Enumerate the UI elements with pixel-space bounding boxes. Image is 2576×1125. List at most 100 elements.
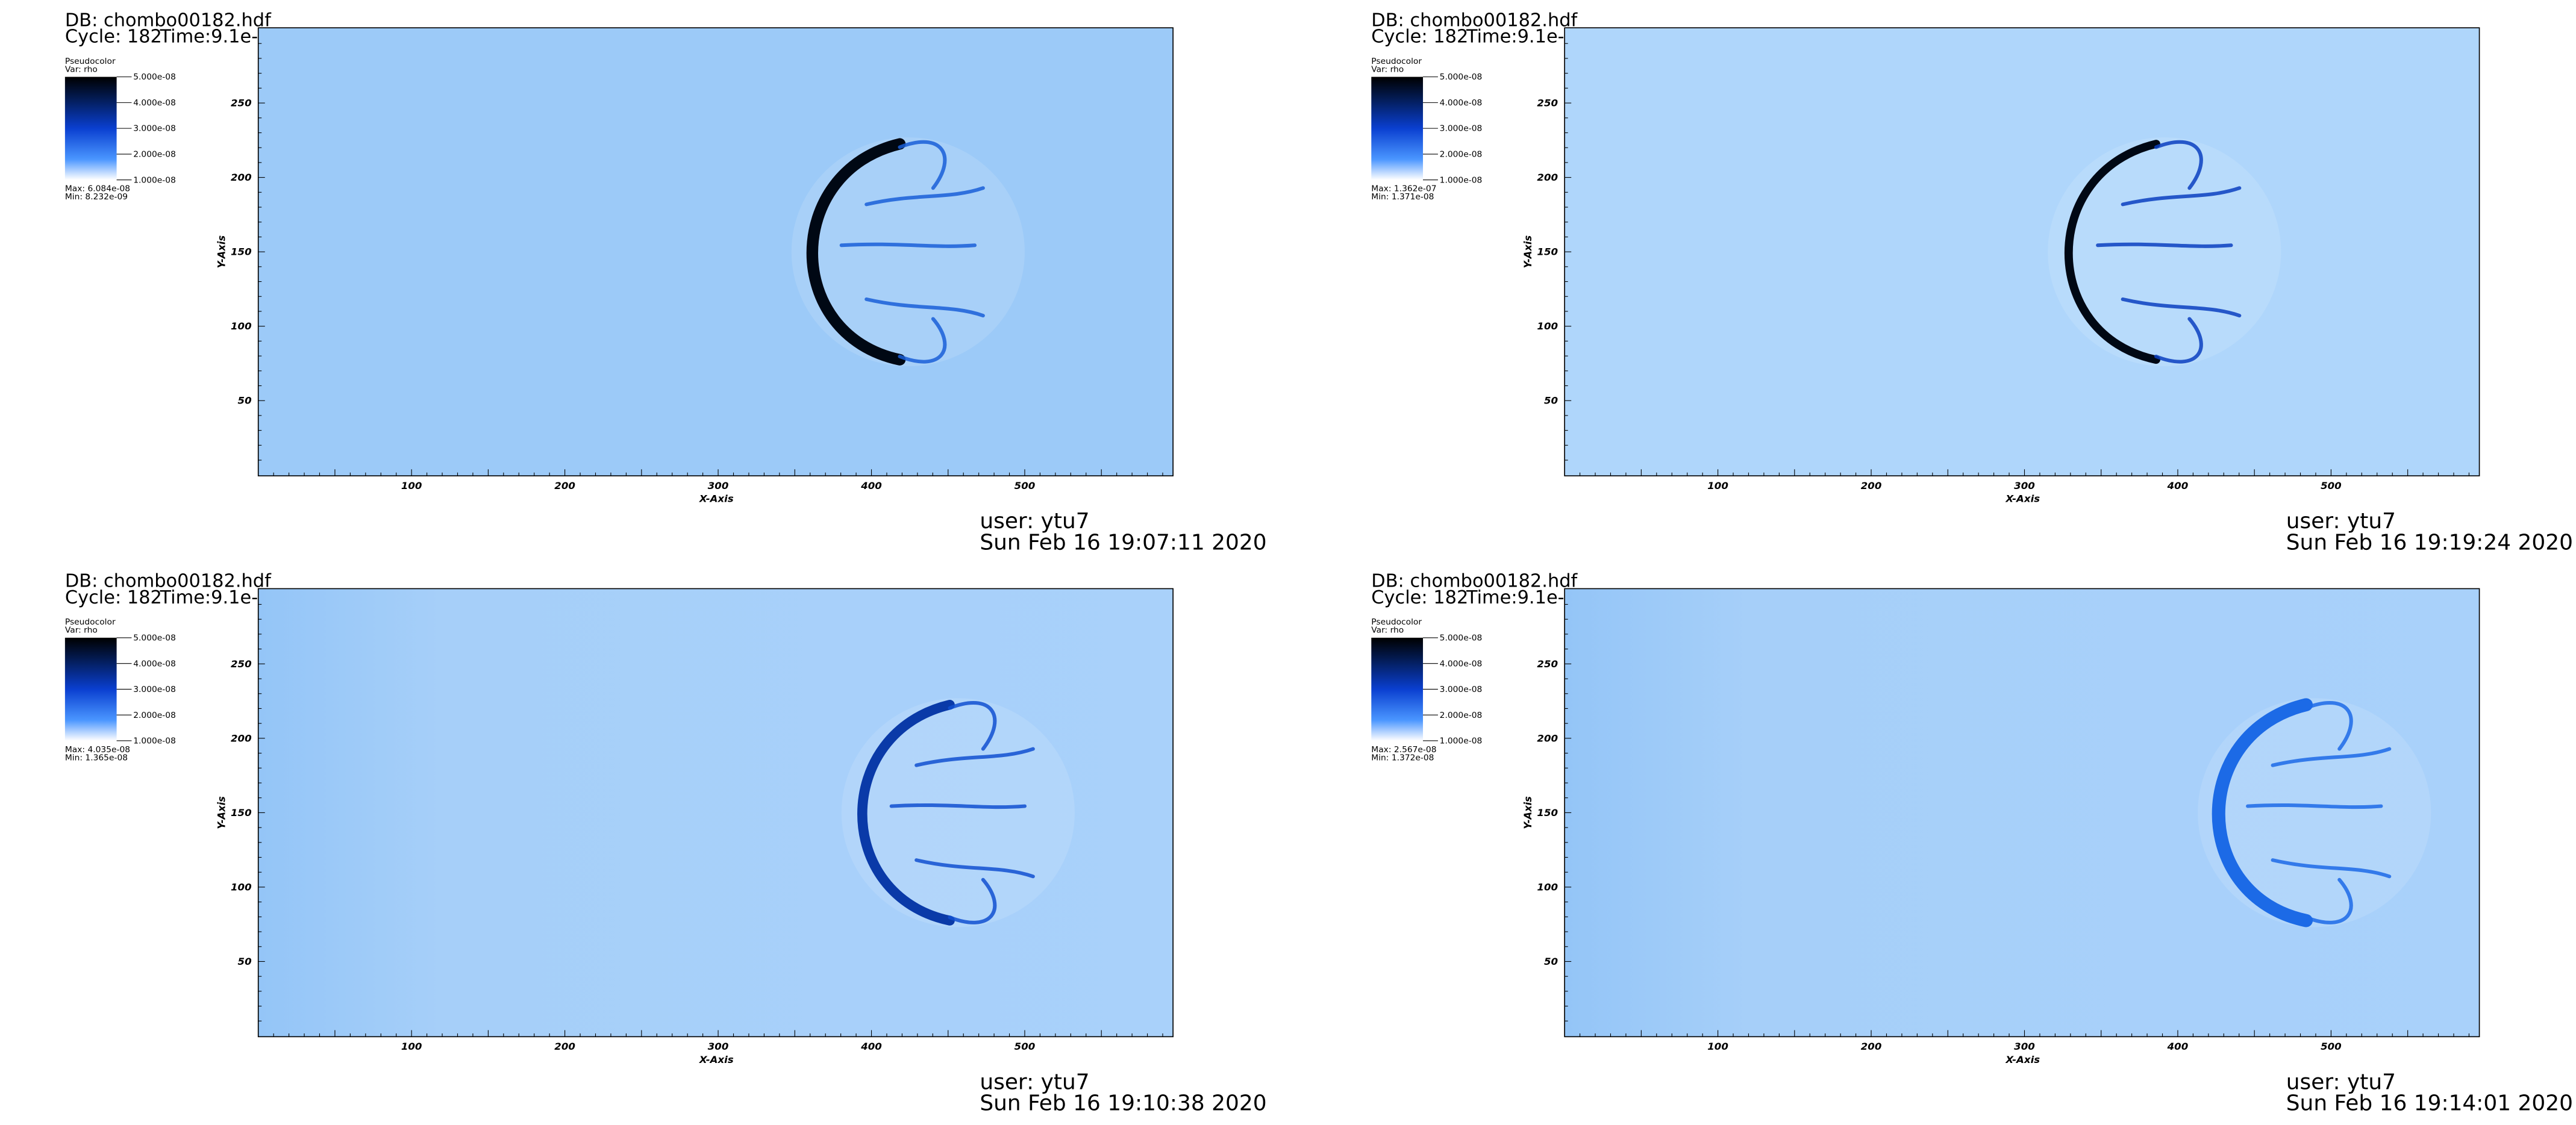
y-tick-label: 150 xyxy=(1537,807,1558,818)
flow-filament xyxy=(898,317,947,364)
x-tick-label: 400 xyxy=(860,480,882,491)
plot-background xyxy=(1565,28,2480,476)
cycle-label: Cycle: 182 xyxy=(65,587,162,608)
x-tick-label: 200 xyxy=(1861,1041,1882,1052)
flow-filament xyxy=(864,297,985,318)
legend-tick-label: 1.000e-08 xyxy=(133,175,176,185)
legend-tick-label: 3.000e-08 xyxy=(1440,685,1483,694)
user-label: user: ytu7 xyxy=(2286,1070,2396,1095)
flow-filament xyxy=(2304,877,2353,924)
x-tick-label: 300 xyxy=(2014,1041,2035,1052)
legend-tick-label: 2.000e-08 xyxy=(1440,711,1483,720)
flow-glow xyxy=(2198,698,2431,927)
flow-filament xyxy=(2121,186,2242,207)
x-tick-label: 300 xyxy=(2014,480,2035,491)
x-tick-label: 100 xyxy=(1707,480,1728,491)
color-bar xyxy=(64,637,117,741)
y-axis-label: Y-Axis xyxy=(1522,796,1534,829)
legend-tick-label: 2.000e-08 xyxy=(1440,150,1483,160)
legend-var: Var: rho xyxy=(65,626,98,635)
user-label: user: ytu7 xyxy=(980,1070,1089,1095)
y-axis-label: Y-Axis xyxy=(216,796,227,829)
legend-tick-label: 2.000e-08 xyxy=(133,150,176,160)
y-tick-label: 50 xyxy=(238,395,252,407)
legend-tick-label: 1.000e-08 xyxy=(133,737,176,746)
flow-filament xyxy=(2271,747,2392,767)
legend-min: Min: 1.372e-08 xyxy=(1371,753,1434,763)
color-bar xyxy=(1371,76,1424,180)
flow-filament xyxy=(2154,317,2203,364)
x-tick-label: 500 xyxy=(1014,1041,1036,1052)
db-label: DB: chombo00182.hdf xyxy=(1371,10,1578,31)
legend-tick-label: 3.000e-08 xyxy=(1440,124,1483,134)
legend-tick-label: 5.000e-08 xyxy=(133,634,176,643)
legend-tick-label: 2.000e-08 xyxy=(133,711,176,720)
cycle-label: Cycle: 182 xyxy=(1371,26,1468,48)
y-tick-label: 200 xyxy=(1537,732,1558,744)
x-tick-label: 500 xyxy=(2321,480,2342,491)
legend-tick-label: 4.000e-08 xyxy=(1440,98,1483,108)
flow-filament xyxy=(948,701,997,751)
x-tick-label: 300 xyxy=(708,1041,729,1052)
plot-background xyxy=(258,588,1174,1037)
legend-title: Pseudocolor xyxy=(1371,57,1422,66)
db-label: DB: chombo00182.hdf xyxy=(65,571,272,592)
legend-var: Var: rho xyxy=(1371,626,1404,635)
shock-front xyxy=(857,700,955,926)
flow-filament xyxy=(2121,297,2242,318)
legend-title: Pseudocolor xyxy=(1371,617,1422,627)
x-tick-label: 400 xyxy=(2167,480,2189,491)
legend-max: Max: 6.084e-08 xyxy=(65,184,130,194)
color-bar xyxy=(1371,637,1424,741)
x-tick-label: 200 xyxy=(554,1041,575,1052)
legend-max: Max: 4.035e-08 xyxy=(65,745,130,755)
x-axis-label: X-Axis xyxy=(2005,493,2040,505)
shock-front xyxy=(2212,698,2313,927)
date-label: Sun Feb 16 19:14:01 2020 xyxy=(2286,1091,2573,1116)
legend-title: Pseudocolor xyxy=(65,617,116,627)
x-tick-label: 100 xyxy=(1707,1041,1728,1052)
legend-tick-label: 5.000e-08 xyxy=(133,72,176,82)
legend-tick-label: 5.000e-08 xyxy=(1440,634,1483,643)
legend-min: Min: 1.371e-08 xyxy=(1371,192,1434,202)
plot-background xyxy=(1565,588,2480,1037)
y-axis-label: Y-Axis xyxy=(1522,235,1534,269)
y-tick-label: 250 xyxy=(231,658,252,670)
shock-front xyxy=(806,138,906,366)
y-tick-label: 250 xyxy=(231,98,252,109)
y-tick-label: 100 xyxy=(231,882,252,893)
y-tick-label: 200 xyxy=(231,732,252,744)
legend-max: Max: 2.567e-08 xyxy=(1371,745,1436,755)
y-tick-label: 250 xyxy=(1537,658,1558,670)
legend-title: Pseudocolor xyxy=(65,57,116,66)
y-tick-label: 150 xyxy=(231,246,252,258)
legend-tick-label: 1.000e-08 xyxy=(1440,737,1483,746)
legend-tick-label: 5.000e-08 xyxy=(1440,72,1483,82)
user-label: user: ytu7 xyxy=(2286,509,2396,534)
flow-glow xyxy=(791,137,1025,367)
x-tick-label: 400 xyxy=(860,1041,882,1052)
y-tick-label: 50 xyxy=(1544,956,1558,967)
legend-tick-label: 4.000e-08 xyxy=(1440,659,1483,668)
flow-filament xyxy=(2304,701,2353,751)
y-tick-label: 250 xyxy=(1537,98,1558,109)
x-tick-label: 200 xyxy=(554,480,575,491)
x-axis-label: X-Axis xyxy=(2005,1054,2040,1065)
flow-filament xyxy=(2154,140,2203,190)
legend-var: Var: rho xyxy=(65,65,98,75)
legend-tick-label: 4.000e-08 xyxy=(133,98,176,108)
y-tick-label: 200 xyxy=(231,172,252,183)
cycle-label: Cycle: 182 xyxy=(65,26,162,48)
x-tick-label: 400 xyxy=(2167,1041,2189,1052)
y-tick-label: 50 xyxy=(238,956,252,967)
y-axis-label: Y-Axis xyxy=(216,235,227,269)
flow-filament xyxy=(889,803,1027,809)
y-tick-label: 50 xyxy=(1544,395,1558,407)
flow-filament xyxy=(2096,242,2233,248)
flow-filament xyxy=(839,242,977,248)
